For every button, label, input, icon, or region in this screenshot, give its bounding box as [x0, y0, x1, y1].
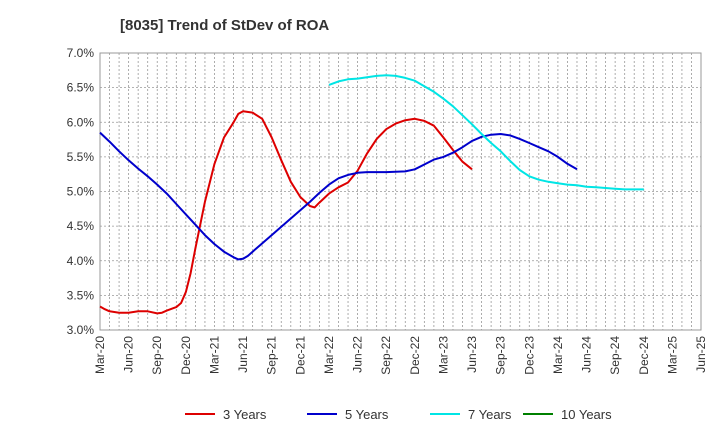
y-axis: 3.0% 3.5% 4.0% 4.5% 5.0% 5.5% 6.0% 6.5% 7.0%	[67, 46, 95, 337]
series-group	[99, 74, 644, 315]
x-tick-label: Sep-21	[265, 336, 279, 375]
legend-label: 10 Years	[561, 407, 612, 422]
series-line	[328, 74, 644, 191]
x-tick-label: Jun-21	[236, 336, 250, 373]
legend-label: 7 Years	[468, 407, 512, 422]
y-tick-label: 6.0%	[67, 115, 95, 129]
x-tick-label: Mar-24	[551, 336, 565, 374]
y-tick-label: 4.5%	[67, 219, 95, 233]
x-tick-label: Dec-22	[408, 336, 422, 375]
x-tick-label: Sep-20	[150, 336, 164, 375]
x-tick-label: Mar-23	[436, 336, 450, 374]
legend: 3 Years 5 Years 7 Years 10 Years	[185, 407, 612, 422]
x-tick-label: Dec-20	[179, 336, 193, 375]
x-tick-label: Jun-23	[465, 336, 479, 373]
legend-label: 3 Years	[223, 407, 267, 422]
x-axis: Mar-20 Jun-20 Sep-20 Dec-20 Mar-21 Jun-21 Sep-…	[93, 336, 708, 375]
x-tick-label: Sep-22	[379, 336, 393, 375]
x-tick-label: Mar-20	[93, 336, 107, 374]
x-tick-label: Sep-24	[608, 336, 622, 375]
y-tick-label: 5.5%	[67, 150, 95, 164]
x-tick-label: Mar-22	[322, 336, 336, 374]
y-tick-label: 3.5%	[67, 288, 95, 302]
x-tick-label: Jun-24	[580, 336, 594, 373]
y-tick-label: 5.0%	[67, 185, 95, 199]
x-tick-label: Dec-24	[637, 336, 651, 375]
series-line	[99, 131, 578, 261]
y-tick-label: 6.5%	[67, 81, 95, 95]
chart-title: [8035] Trend of StDev of ROA	[120, 17, 329, 34]
x-tick-label: Mar-21	[207, 336, 221, 374]
series-line	[99, 110, 473, 315]
x-tick-label: Dec-21	[293, 336, 307, 375]
y-tick-label: 3.0%	[67, 323, 95, 337]
x-tick-label: Dec-23	[522, 336, 536, 375]
grid	[100, 52, 701, 331]
x-tick-label: Jun-20	[122, 336, 136, 373]
x-tick-label: Jun-25	[694, 336, 708, 373]
plot-area	[99, 52, 702, 331]
y-tick-label: 4.0%	[67, 254, 95, 268]
y-tick-label: 7.0%	[67, 46, 95, 60]
legend-label: 5 Years	[345, 407, 389, 422]
x-tick-label: Jun-22	[351, 336, 365, 373]
x-tick-label: Mar-25	[665, 336, 679, 374]
x-tick-label: Sep-23	[494, 336, 508, 375]
